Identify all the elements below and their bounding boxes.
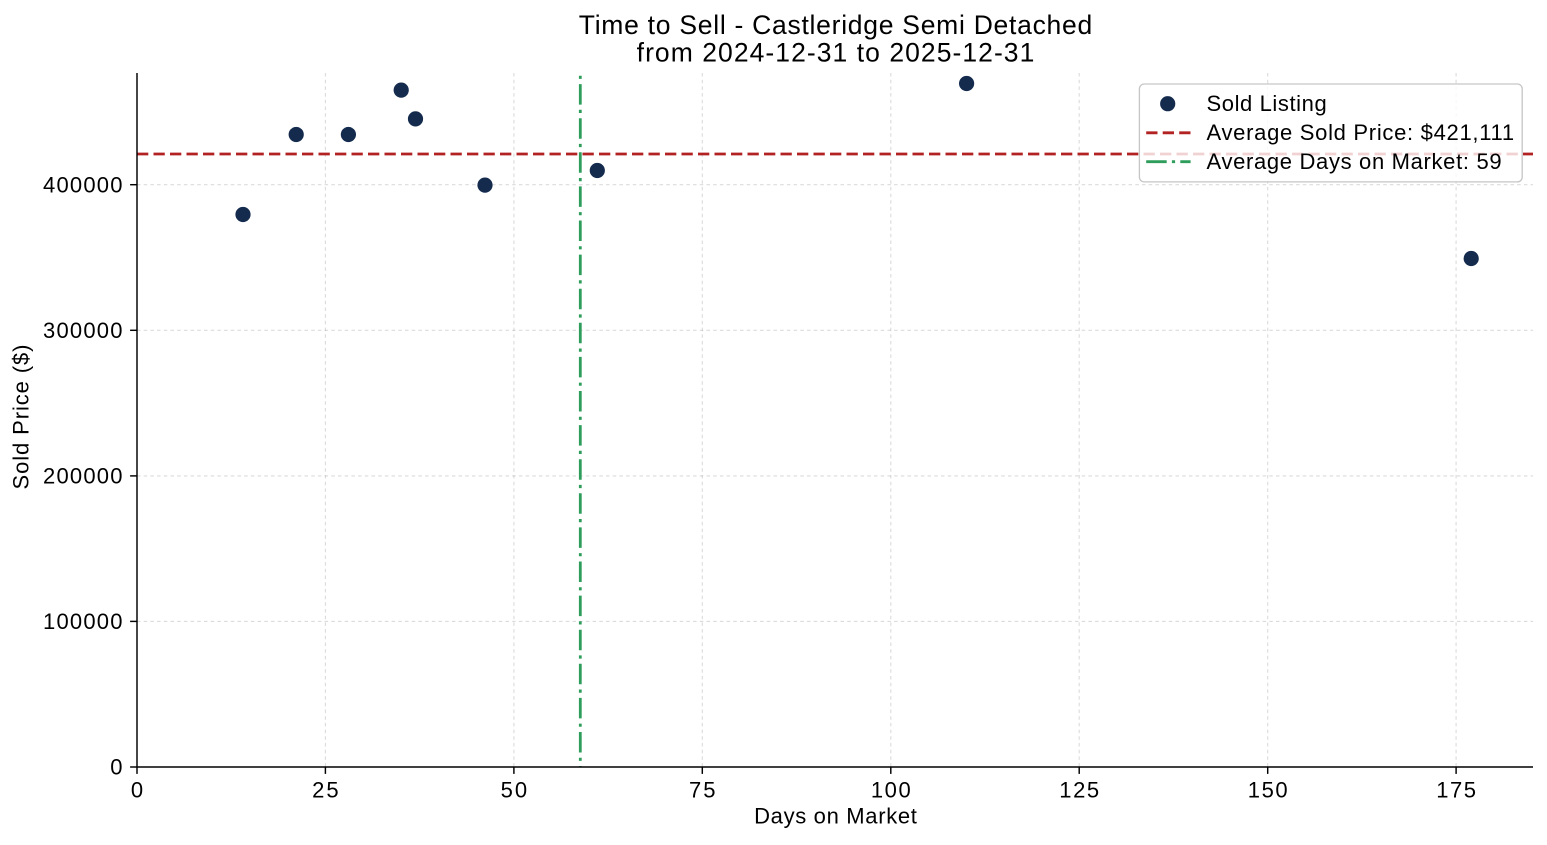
svg-text:50: 50: [501, 778, 528, 803]
svg-text:200000: 200000: [43, 464, 123, 489]
svg-text:Sold Price ($): Sold Price ($): [9, 345, 34, 490]
svg-text:0: 0: [110, 755, 122, 780]
svg-text:175: 175: [1436, 778, 1476, 803]
svg-text:75: 75: [689, 778, 716, 803]
svg-text:Sold Listing: Sold Listing: [1207, 91, 1327, 116]
svg-text:300000: 300000: [43, 318, 123, 343]
svg-text:from 2024-12-31 to 2025-12-31: from 2024-12-31 to 2025-12-31: [637, 38, 1035, 68]
svg-text:150: 150: [1248, 778, 1288, 803]
svg-text:Days on Market: Days on Market: [754, 803, 917, 828]
svg-text:Average Days on Market: 59: Average Days on Market: 59: [1207, 149, 1502, 174]
svg-text:0: 0: [131, 778, 143, 803]
svg-text:Average Sold Price: $421,111: Average Sold Price: $421,111: [1207, 120, 1515, 145]
svg-text:Time to Sell - Castleridge Sem: Time to Sell - Castleridge Semi Detached: [579, 10, 1093, 40]
svg-text:400000: 400000: [43, 172, 123, 197]
svg-text:100000: 100000: [43, 609, 123, 634]
svg-text:25: 25: [312, 778, 339, 803]
svg-text:100: 100: [871, 778, 911, 803]
svg-text:125: 125: [1059, 778, 1099, 803]
